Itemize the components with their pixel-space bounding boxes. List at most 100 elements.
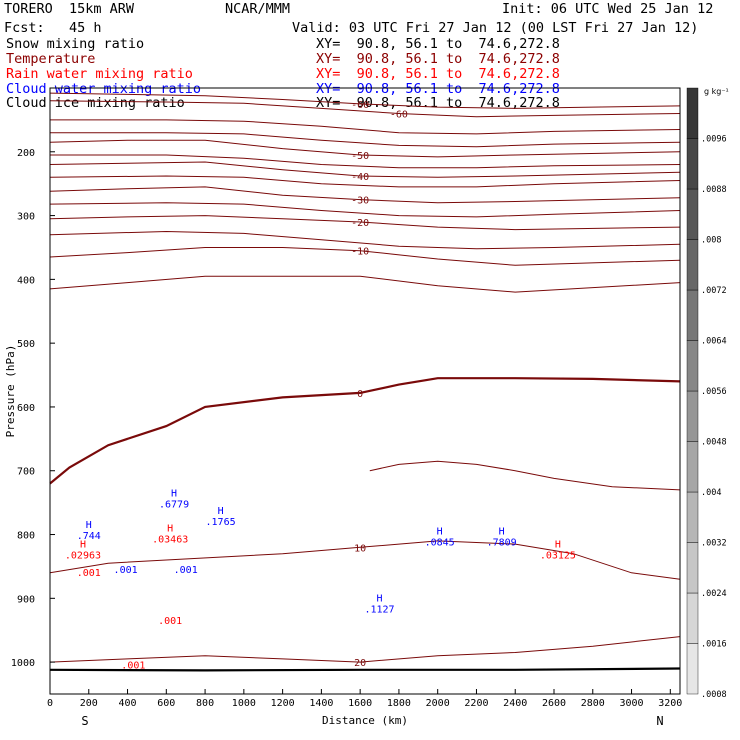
ground-surface-line <box>49 667 681 672</box>
y-axis-label: Pressure (hPa) <box>4 345 17 438</box>
colorbar-segment <box>686 491 699 543</box>
direction-south: S <box>81 714 88 728</box>
colorbar-segment <box>686 441 699 493</box>
field-xy: XY= 90.8, 56.1 to 74.6,272.8 <box>316 81 560 97</box>
isotherm-line <box>49 161 681 178</box>
init-time: Init: 06 UTC Wed 25 Jan 12 <box>502 1 714 17</box>
colorbar-segment <box>686 643 699 695</box>
max-value-label: .744 <box>77 531 101 542</box>
max-value-label: .001 <box>77 568 101 579</box>
colorbar-label: .008 <box>701 236 721 246</box>
x-tick-label: 0 <box>47 698 53 709</box>
isotherm-label: -20 <box>351 218 369 229</box>
field-label: Cloud ice mixing ratio <box>6 95 185 111</box>
field-label: Rain water mixing ratio <box>6 66 193 82</box>
max-value-label: .7809 <box>487 538 517 549</box>
max-marker: H <box>80 539 86 550</box>
x-tick-label: 2600 <box>542 698 566 709</box>
isotherm-line <box>49 636 681 663</box>
x-tick-label: 3200 <box>658 698 682 709</box>
colorbar-segment <box>686 390 699 442</box>
field-xy: XY= 90.8, 56.1 to 74.6,272.8 <box>316 51 560 67</box>
forecast-hour: Fcst: 45 h <box>4 20 102 36</box>
valid-time: Valid: 03 UTC Fri 27 Jan 12 (00 LST Fri … <box>292 20 699 36</box>
colorbar-label: .0096 <box>701 135 727 145</box>
isotherm-label: -40 <box>351 172 369 183</box>
x-tick-label: 3000 <box>619 698 643 709</box>
y-tick-label: 400 <box>17 275 35 286</box>
colorbar-segment <box>686 138 699 190</box>
x-tick-label: 1400 <box>309 698 333 709</box>
colorbar-label: .0016 <box>701 640 727 650</box>
max-marker: H <box>555 539 561 550</box>
colorbar-segment <box>686 239 699 291</box>
isotherm-label: 10 <box>354 543 366 554</box>
colorbar-label: .0024 <box>701 589 727 599</box>
max-value-label: .03125 <box>540 550 576 561</box>
colorbar-label: .0048 <box>701 438 727 448</box>
field-label: Temperature <box>6 51 96 67</box>
max-marker: H <box>171 488 177 499</box>
isotherm-line <box>50 154 681 169</box>
isotherm-line <box>49 100 681 118</box>
max-value-label: .0845 <box>425 538 455 549</box>
max-marker: H <box>377 594 383 605</box>
y-axis: 200 300 400 500 600 700 800 900 1000 <box>11 148 55 669</box>
max-value-label: .001 <box>114 565 138 576</box>
colorbar-segment <box>686 340 699 392</box>
max-marker: H <box>86 520 92 531</box>
colorbar-label: .0072 <box>701 286 727 296</box>
isotherm-label: -30 <box>351 196 369 207</box>
x-tick-label: 400 <box>119 698 137 709</box>
y-tick-label: 1000 <box>11 658 35 669</box>
x-axis: 0 200 400 600 800 1000 1200 1400 1600 1800 2000 220… <box>47 689 682 709</box>
center-name: NCAR/MMM <box>225 1 291 17</box>
max-marker: H <box>437 527 443 538</box>
field-xy: XY= 90.8, 56.1 to 74.6,272.8 <box>316 66 560 82</box>
isotherm-line <box>369 460 681 491</box>
isotherm-line <box>49 377 681 485</box>
colorbar-label: .0032 <box>701 539 727 549</box>
x-tick-label: 1600 <box>348 698 372 709</box>
colorbar-segment <box>686 542 699 594</box>
colorbar-label: .0088 <box>701 185 727 195</box>
isotherm-line <box>50 132 681 148</box>
colorbar-unit: g kg⁻¹ <box>704 87 729 96</box>
colorbar-segment <box>686 188 699 240</box>
x-tick-label: 1800 <box>387 698 411 709</box>
isotherm-line <box>49 92 681 109</box>
x-tick-label: 1200 <box>271 698 295 709</box>
y-tick-label: 700 <box>17 467 35 478</box>
isotherm-line <box>49 202 681 218</box>
isotherm-line <box>49 230 681 250</box>
isotherm-line <box>49 215 681 231</box>
y-tick-label: 500 <box>17 339 35 350</box>
colorbar-label: .0056 <box>701 387 727 397</box>
max-value-label: .6779 <box>159 499 189 510</box>
model-name: TORERO 15km ARW <box>4 1 135 17</box>
colorbar-segment <box>686 87 699 139</box>
max-value-label: .02963 <box>65 550 101 561</box>
y-tick-label: 200 <box>17 148 35 159</box>
annotation-layer: H.6779H.1765H.744H.02963H.03463H.0845H.7… <box>65 488 576 671</box>
isotherm-layer: -60 -60 -50 -40 -30 -20 -10 0 10 20 <box>49 92 681 672</box>
x-tick-label: 200 <box>80 698 98 709</box>
max-value-label: .1765 <box>206 517 236 528</box>
y-tick-label: 600 <box>17 403 35 414</box>
field-label: Snow mixing ratio <box>6 36 145 52</box>
max-value-label: .03463 <box>152 534 188 545</box>
isotherm-label: 20 <box>354 658 366 669</box>
colorbar-label: .0064 <box>701 337 727 347</box>
field-label: Cloud water mixing ratio <box>6 81 202 97</box>
isotherm-line <box>49 247 681 266</box>
isotherm-line <box>49 139 681 158</box>
field-xy: XY= 90.8, 56.1 to 74.6,272.8 <box>316 36 560 52</box>
isotherm-line <box>50 119 681 135</box>
plot-frame <box>49 87 681 695</box>
max-value-label: .001 <box>158 616 182 627</box>
y-tick-label: 300 <box>17 212 35 223</box>
colorbar-segment <box>686 592 699 644</box>
x-tick-label: 2800 <box>581 698 605 709</box>
max-marker: H <box>218 506 224 517</box>
